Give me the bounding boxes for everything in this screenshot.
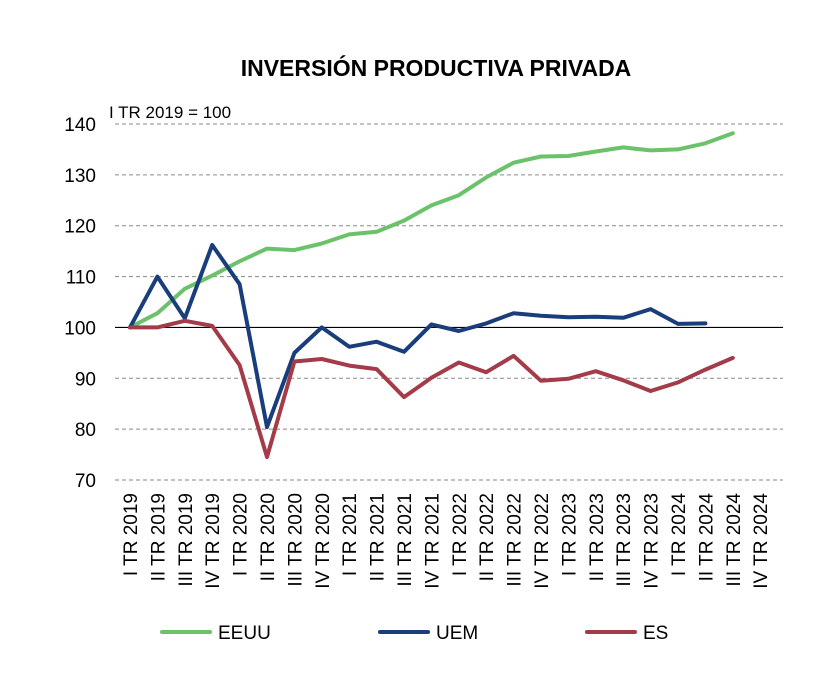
y-axis: 70 80 90 100 110 120 130 140 xyxy=(64,115,96,492)
x-tick-label: III TR 2024 xyxy=(724,493,745,587)
y-tick-label: 100 xyxy=(64,318,96,339)
x-tick-label: IV TR 2021 xyxy=(422,493,443,589)
series-line-uem xyxy=(128,243,708,430)
x-tick-label: IV TR 2023 xyxy=(642,493,663,589)
base-annotation: I TR 2019 = 100 xyxy=(109,103,231,122)
x-tick-label: I TR 2024 xyxy=(669,493,690,577)
x-tick-label: II TR 2022 xyxy=(477,493,498,581)
y-tick-label: 120 xyxy=(64,217,96,238)
legend-item-eeuu: EEUU xyxy=(160,623,271,644)
x-tick-label: II TR 2024 xyxy=(696,493,717,582)
series-line-es xyxy=(128,318,735,460)
y-tick-label: 80 xyxy=(75,420,96,441)
chart-title: INVERSIÓN PRODUCTIVA PRIVADA xyxy=(241,54,632,81)
x-tick-label: III TR 2023 xyxy=(614,493,635,587)
x-tick-label: IV TR 2022 xyxy=(532,493,553,589)
series-lines xyxy=(128,131,735,460)
x-tick-label: II TR 2019 xyxy=(148,493,169,581)
x-tick-label: IV TR 2019 xyxy=(203,493,224,589)
x-tick-label: I TR 2023 xyxy=(559,493,580,576)
y-tick-label: 110 xyxy=(66,268,96,289)
legend: EEUU UEM ES xyxy=(160,623,668,644)
x-tick-label: I TR 2022 xyxy=(450,493,471,576)
x-tick-label: II TR 2021 xyxy=(368,493,389,581)
x-tick-label: IV TR 2020 xyxy=(313,493,334,589)
x-tick-label: I TR 2021 xyxy=(340,493,361,576)
x-tick-label: III TR 2022 xyxy=(505,493,526,587)
y-tick-label: 70 xyxy=(75,471,96,492)
x-tick-label: III TR 2020 xyxy=(285,493,306,587)
gridlines xyxy=(115,123,783,481)
x-tick-label: I TR 2020 xyxy=(231,493,252,576)
x-tick-label: III TR 2019 xyxy=(176,493,197,587)
x-tick-label: II TR 2020 xyxy=(258,493,279,581)
legend-item-es: ES xyxy=(585,623,668,644)
x-tick-label: I TR 2019 xyxy=(121,493,142,576)
y-tick-label: 90 xyxy=(75,369,96,390)
legend-item-uem: UEM xyxy=(378,623,478,644)
y-tick-label: 130 xyxy=(64,166,96,187)
x-axis: I TR 2019 II TR 2019 III TR 2019 IV TR 2019… xyxy=(121,493,772,589)
legend-label: EEUU xyxy=(218,623,271,644)
legend-label: UEM xyxy=(436,623,478,644)
x-tick-label: II TR 2023 xyxy=(587,493,608,581)
legend-label: ES xyxy=(643,623,668,644)
x-tick-label: III TR 2021 xyxy=(395,493,416,587)
x-tick-label: IV TR 2024 xyxy=(751,493,772,589)
y-tick-label: 140 xyxy=(64,115,96,136)
series-line-eeuu xyxy=(128,131,735,330)
